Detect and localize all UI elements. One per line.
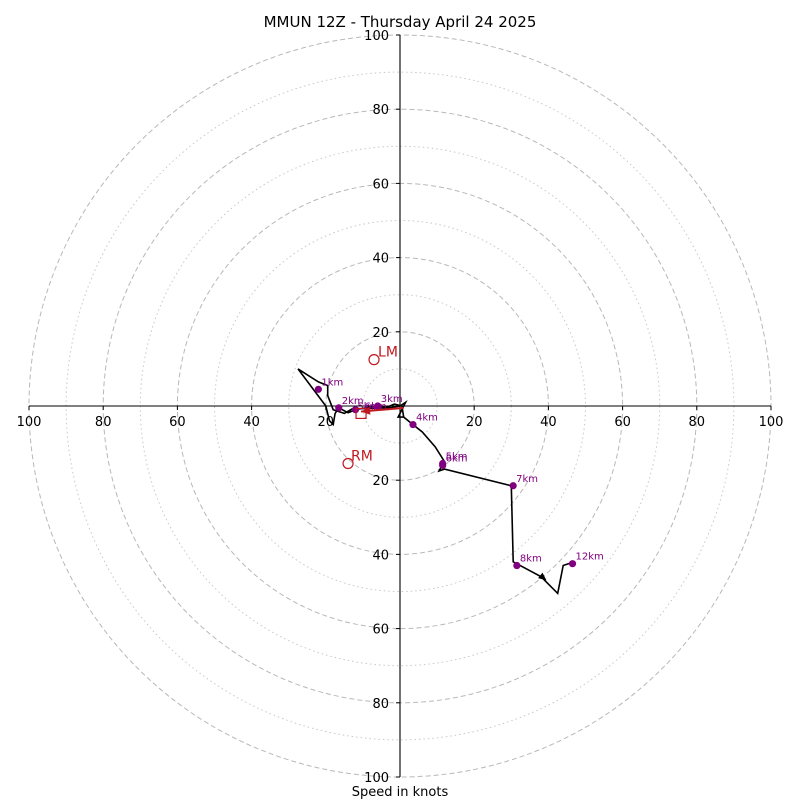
- left-mover-label: LM: [378, 345, 398, 361]
- height-marker-point: [439, 461, 447, 469]
- height-marker-point: [513, 561, 521, 570]
- x-tick-label: 60: [169, 415, 186, 430]
- y-tick-label: 100: [364, 771, 389, 786]
- y-tick-label: 60: [372, 177, 389, 192]
- x-tick-label: 100: [759, 415, 784, 430]
- height-marker-label: 2km: [342, 396, 364, 407]
- x-tick-label: 40: [243, 415, 260, 430]
- height-marker-point: [335, 404, 343, 412]
- mean-wind-marker: [355, 407, 367, 420]
- wind-trace-arrowhead: [538, 572, 547, 581]
- y-tick-label: 80: [372, 697, 389, 712]
- x-axis-label: Speed in knots: [352, 785, 449, 800]
- height-marker-label: 8km: [520, 554, 542, 565]
- x-tick-label: 80: [95, 415, 112, 430]
- y-tick-label: 100: [364, 29, 389, 44]
- height-marker-label: 5km: [446, 452, 468, 463]
- y-tick-label: 20: [372, 326, 389, 341]
- height-marker-label: 7km: [516, 474, 538, 485]
- height-marker-point: [509, 482, 517, 490]
- x-tick-label: 80: [689, 415, 706, 430]
- height-marker-point: [409, 420, 417, 429]
- x-tick-label: 40: [540, 415, 557, 430]
- height-marker-label: 5km: [357, 401, 379, 412]
- height-marker-label: 6km: [365, 401, 387, 412]
- right-mover-marker: [342, 457, 354, 470]
- y-tick-label: 80: [372, 103, 389, 118]
- tick-labels: 100 80 60 40 20 20 40 60 80 100 100 80 60 40 20 20 40 60 8…: [17, 29, 784, 786]
- right-mover-label: RM: [351, 449, 373, 465]
- height-marker-point: [374, 402, 382, 410]
- height-marker-point: [314, 385, 322, 393]
- height-marker-point: [568, 560, 577, 568]
- height-marker-label: 4km: [416, 413, 438, 424]
- y-tick-label: 60: [372, 623, 389, 638]
- storm-motion: LM RM: [342, 345, 404, 470]
- height-marker-label: 12km: [576, 552, 604, 563]
- left-mover-marker: [368, 354, 380, 366]
- y-tick-label: 20: [372, 474, 389, 489]
- chart-title: MMUN 12Z - Thursday April 24 2025: [264, 13, 537, 31]
- x-tick-label: 20: [466, 415, 483, 430]
- height-marker-label: 6km: [446, 453, 468, 464]
- x-tick-label: 100: [17, 415, 42, 430]
- y-tick-label: 40: [372, 252, 389, 267]
- height-marker-label: 3km: [381, 394, 403, 405]
- height-marker-label: 1km: [321, 377, 343, 388]
- y-tick-label: 40: [372, 548, 389, 563]
- x-tick-label: 60: [614, 415, 631, 430]
- x-tick-label: 20: [318, 415, 335, 430]
